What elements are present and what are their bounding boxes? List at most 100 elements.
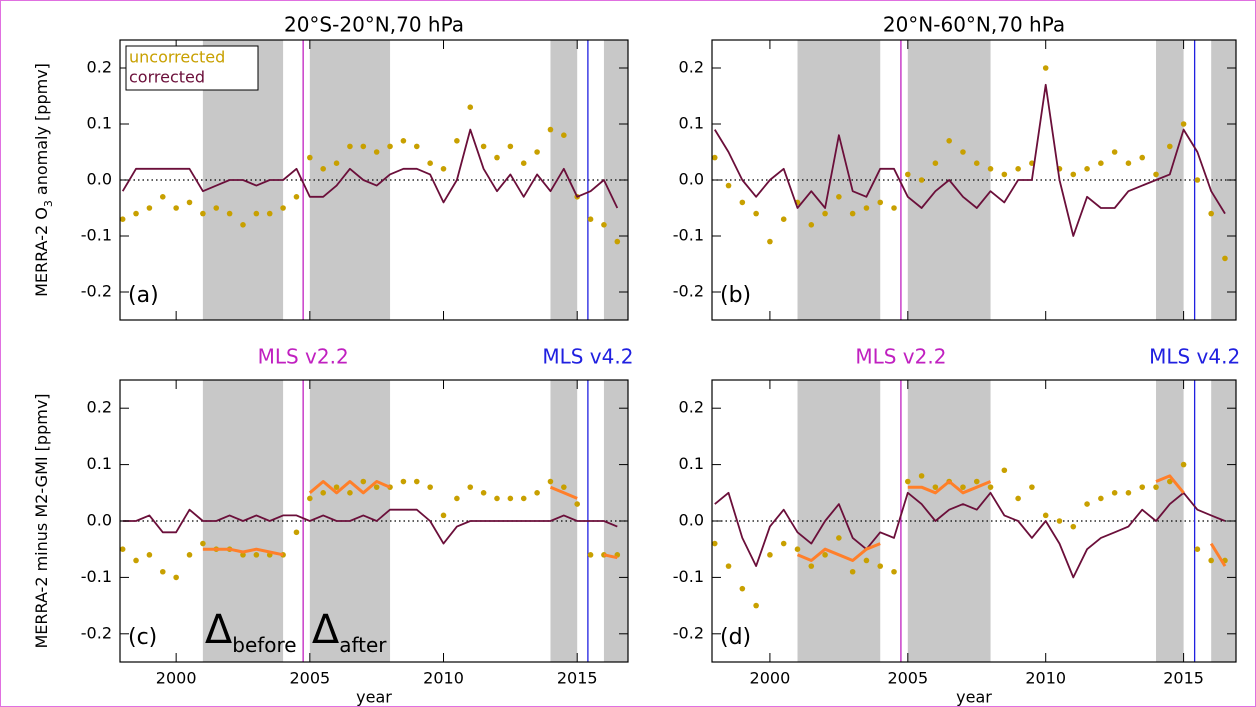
y-tick-label: 0.2 <box>87 398 112 417</box>
data-point <box>918 177 925 183</box>
data-point <box>520 495 527 502</box>
x-tick-label: 2005 <box>887 669 928 688</box>
y-tick-label: 0.0 <box>679 511 704 530</box>
data-point <box>1208 557 1214 564</box>
data-point <box>725 182 732 189</box>
data-point <box>307 495 313 502</box>
data-point <box>1180 461 1187 468</box>
data-point <box>1139 154 1146 161</box>
data-point <box>587 552 594 558</box>
data-point <box>960 149 966 155</box>
y-tick-label: -0.1 <box>81 567 112 586</box>
data-point <box>863 557 870 564</box>
y-tick-label: 0.2 <box>87 58 112 77</box>
shaded-period <box>550 380 578 662</box>
y-tick-label: -0.2 <box>81 623 112 642</box>
data-point <box>427 484 433 490</box>
x-tick-label: 2000 <box>750 669 791 688</box>
data-point <box>1098 160 1104 166</box>
data-point <box>587 216 594 222</box>
y-tick-label: 0.0 <box>679 170 704 189</box>
data-point <box>293 529 300 536</box>
series-line <box>122 508 618 545</box>
data-point <box>520 160 527 166</box>
data-point <box>373 484 380 490</box>
data-point <box>932 160 939 166</box>
data-point <box>547 126 554 133</box>
data-point <box>601 222 607 228</box>
x-tick-label: 2005 <box>289 669 330 688</box>
data-point <box>1111 149 1118 155</box>
data-point <box>932 484 939 490</box>
y-tick-label: 0.0 <box>87 170 112 189</box>
data-point <box>413 478 420 485</box>
data-point <box>133 210 139 217</box>
data-point <box>1208 210 1214 217</box>
data-point <box>213 205 220 211</box>
data-point <box>753 210 759 217</box>
data-point <box>822 552 828 558</box>
data-point <box>534 490 540 496</box>
series-line <box>714 491 1226 579</box>
y-tick-label: -0.1 <box>673 567 704 586</box>
data-point <box>373 149 380 155</box>
data-point <box>333 160 340 166</box>
data-point <box>400 138 407 144</box>
data-point <box>1125 160 1132 166</box>
data-point <box>1029 484 1035 490</box>
data-point <box>1084 501 1090 507</box>
data-point <box>440 166 447 172</box>
data-point <box>987 484 994 490</box>
delta-subscript: before <box>232 633 296 657</box>
legend-box <box>125 45 259 91</box>
y-axis-label-text: anomaly [ppmv] <box>32 63 51 200</box>
data-point <box>467 484 474 490</box>
data-point <box>1015 166 1021 172</box>
data-point <box>240 222 246 228</box>
data-point <box>494 495 500 502</box>
instrument-label: MLS v2.2 <box>855 345 946 369</box>
data-point <box>1098 495 1104 502</box>
panel-title: 20°S-20°N,70 hPa <box>284 13 464 37</box>
data-point <box>173 205 179 211</box>
data-point <box>1180 121 1187 127</box>
data-point <box>333 484 340 490</box>
data-point <box>905 478 911 485</box>
data-point <box>534 149 540 155</box>
data-point <box>280 205 286 211</box>
data-point <box>360 143 367 150</box>
data-point <box>480 490 487 496</box>
x-axis-label: year <box>356 688 392 707</box>
instrument-label: MLS v4.2 <box>542 345 633 369</box>
y-tick-label: 0.2 <box>679 398 704 417</box>
data-point <box>360 478 367 485</box>
data-point <box>1194 177 1201 183</box>
data-point <box>918 473 925 479</box>
data-point <box>987 166 994 172</box>
data-point <box>507 495 514 502</box>
data-point <box>413 143 420 150</box>
instrument-label: MLS v4.2 <box>1149 345 1240 369</box>
delta-label: Δbefore <box>205 607 297 657</box>
data-point <box>547 478 554 485</box>
data-point <box>973 478 980 485</box>
x-axis-label: year <box>956 688 992 707</box>
series-line <box>202 480 618 560</box>
data-point <box>836 535 842 541</box>
data-point <box>120 216 126 222</box>
y-tick-label: 0.0 <box>87 511 112 530</box>
data-point <box>1167 143 1173 150</box>
plot-area <box>712 380 1236 662</box>
y-axis-label-text: MERRA-2 minus M2-GMI [ppmv] <box>32 393 51 648</box>
data-point <box>739 199 746 206</box>
y-axis-label: MERRA-2 minus M2-GMI [ppmv] <box>32 393 51 648</box>
delta-symbol: Δ <box>205 607 233 653</box>
data-point <box>808 222 815 228</box>
data-point <box>253 552 260 558</box>
delta-subscript: after <box>339 633 387 657</box>
data-point <box>946 138 952 144</box>
data-point <box>794 546 801 552</box>
y-tick-label: -0.1 <box>673 226 704 245</box>
data-point <box>347 143 353 150</box>
